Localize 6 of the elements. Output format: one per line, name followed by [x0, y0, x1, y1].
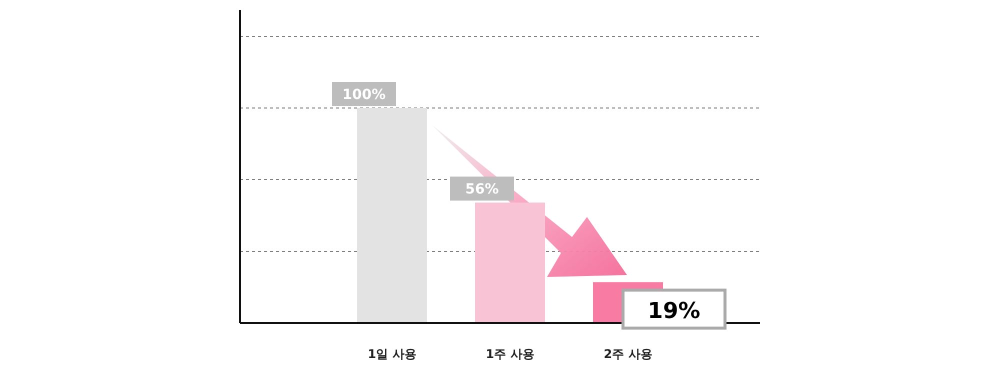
data-label: 100% [342, 87, 386, 103]
x-tick-label: 2주 사용 [604, 347, 652, 361]
data-label: 19% [648, 299, 700, 324]
x-tick-label: 1일 사용 [368, 347, 416, 361]
data-label: 56% [465, 182, 499, 198]
x-tick-label: 1주 사용 [486, 347, 534, 361]
